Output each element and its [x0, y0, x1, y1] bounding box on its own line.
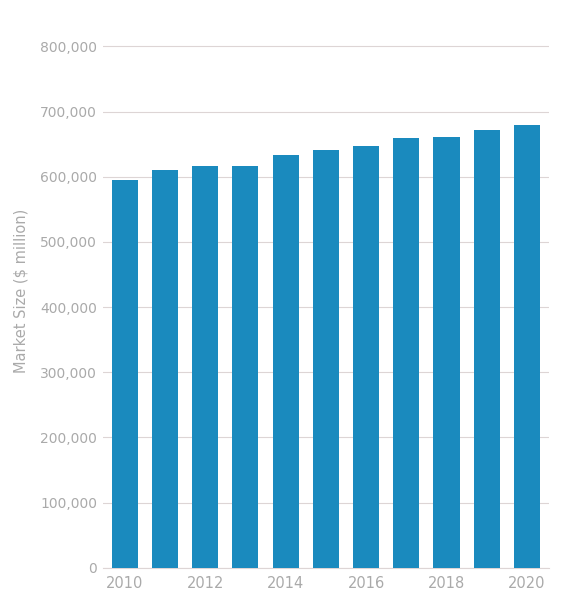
Bar [272, 155, 299, 567]
Bar [152, 169, 178, 567]
Bar [514, 125, 540, 567]
Bar [393, 138, 419, 567]
Bar [192, 166, 218, 567]
Bar [434, 137, 459, 567]
Bar [353, 146, 379, 567]
Bar [111, 180, 138, 567]
Bar [473, 130, 500, 567]
Y-axis label: Market Size ($ million): Market Size ($ million) [14, 209, 29, 373]
Bar [233, 166, 258, 567]
Bar [313, 150, 339, 567]
